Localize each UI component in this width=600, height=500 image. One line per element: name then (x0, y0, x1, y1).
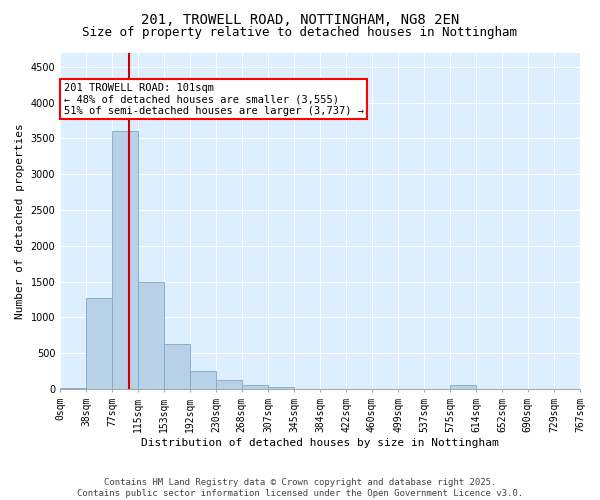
Bar (268, 387, 294, 389)
Text: Contains HM Land Registry data © Crown copyright and database right 2025.
Contai: Contains HM Land Registry data © Crown c… (77, 478, 523, 498)
Bar (112, 132, 138, 389)
Bar (86, 298, 112, 389)
Text: 201 TROWELL ROAD: 101sqm
← 48% of detached houses are smaller (3,555)
51% of sem: 201 TROWELL ROAD: 101sqm ← 48% of detach… (64, 82, 364, 116)
Bar (450, 385, 476, 389)
Bar (216, 380, 242, 389)
Text: Size of property relative to detached houses in Nottingham: Size of property relative to detached ho… (83, 26, 517, 39)
Bar (190, 371, 216, 389)
Bar (60, 388, 86, 389)
Bar (164, 344, 190, 389)
Text: 201, TROWELL ROAD, NOTTINGHAM, NG8 2EN: 201, TROWELL ROAD, NOTTINGHAM, NG8 2EN (141, 12, 459, 26)
X-axis label: Distribution of detached houses by size in Nottingham: Distribution of detached houses by size … (141, 438, 499, 448)
Bar (138, 282, 164, 389)
Bar (242, 385, 268, 389)
Y-axis label: Number of detached properties: Number of detached properties (15, 123, 25, 318)
